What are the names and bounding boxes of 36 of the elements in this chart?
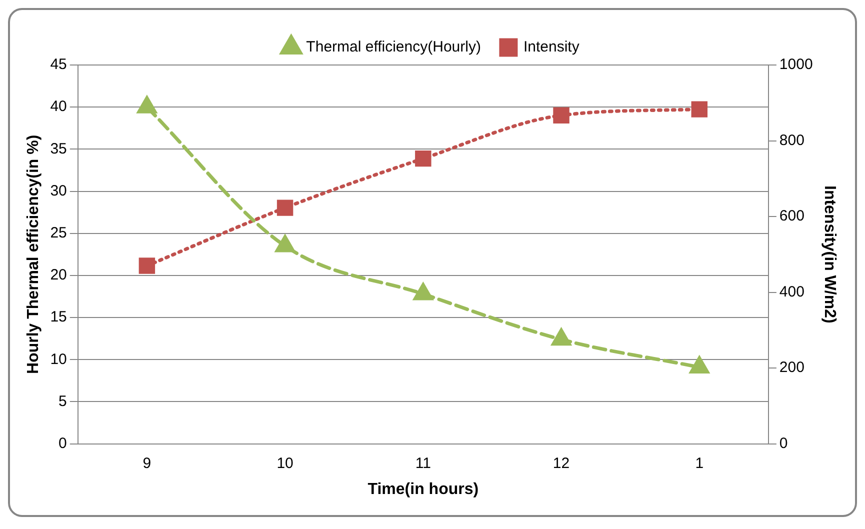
y2-tick-label: 1000 xyxy=(779,56,813,74)
point xyxy=(415,150,432,167)
legend-label: Intensity xyxy=(523,38,580,56)
point xyxy=(552,328,571,346)
point xyxy=(138,258,156,274)
x-tick-label: 12 xyxy=(552,454,570,472)
y2-axis-title: Intensity(in W/m2) xyxy=(820,186,838,324)
y2-tick-label: 200 xyxy=(779,359,804,376)
x-tick-label: 11 xyxy=(415,454,431,472)
point xyxy=(276,200,294,216)
y-tick-label: 45 xyxy=(50,56,67,74)
y-tick-label: 0 xyxy=(58,434,67,452)
y2-tick-label: 800 xyxy=(779,132,804,149)
y-tick-label: 40 xyxy=(50,98,67,116)
y-tick-label: 10 xyxy=(50,350,67,368)
y2-tick-label: 400 xyxy=(779,283,804,300)
y-tick-label: 35 xyxy=(50,140,67,158)
y-tick-label: 30 xyxy=(50,182,67,200)
y2-tick-label: 0 xyxy=(779,434,788,452)
y-tick-label: 15 xyxy=(50,308,67,326)
legend-label: Thermal efficiency(Hourly) xyxy=(306,38,481,56)
point xyxy=(137,96,156,114)
x-tick-label: 10 xyxy=(276,454,294,472)
point xyxy=(276,235,295,252)
point xyxy=(691,101,708,118)
y-axis-title: Hourly Thermal efficiency(in %) xyxy=(25,134,42,374)
x-tick-label: 9 xyxy=(142,454,152,472)
x-tick-label: 1 xyxy=(695,454,704,472)
x-axis-title: Time(in hours) xyxy=(368,480,479,498)
y2-tick-label: 600 xyxy=(779,208,804,225)
y-tick-label: 5 xyxy=(58,392,67,410)
y-tick-label: 20 xyxy=(50,266,67,284)
point xyxy=(690,356,709,374)
point xyxy=(414,283,433,300)
point xyxy=(553,107,570,124)
y-tick-label: 25 xyxy=(50,224,67,242)
